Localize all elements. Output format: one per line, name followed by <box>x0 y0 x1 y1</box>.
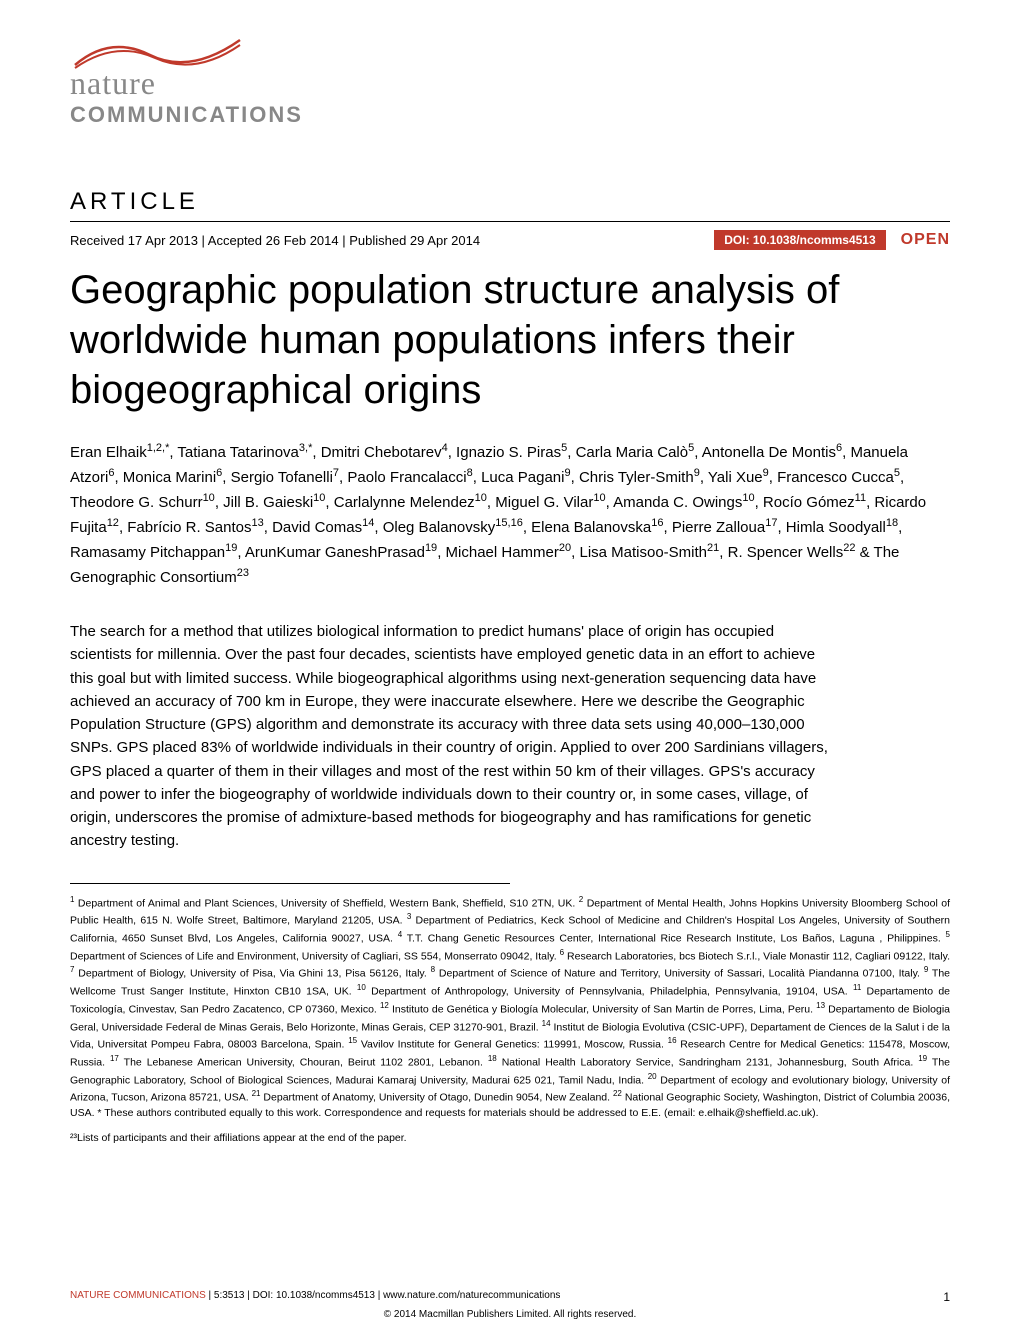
article-title: Geographic population structure analysis… <box>70 265 950 415</box>
citation-journal: NATURE COMMUNICATIONS <box>70 1290 206 1301</box>
journal-logo: nature COMMUNICATIONS <box>70 30 950 128</box>
divider-top <box>70 221 950 222</box>
citation-details: | 5:3513 | DOI: 10.1038/ncomms4513 | www… <box>206 1290 561 1301</box>
doi-badge: DOI: 10.1038/ncomms4513 <box>714 230 885 250</box>
logo-swoosh-icon <box>70 30 250 70</box>
dates-doi-row: Received 17 Apr 2013 | Accepted 26 Feb 2… <box>70 230 950 250</box>
affiliations-list: 1 Department of Animal and Plant Science… <box>70 894 950 1122</box>
divider-affiliations <box>70 883 510 884</box>
logo-nature-text: nature <box>70 65 950 102</box>
participants-note: ²³Lists of participants and their affili… <box>70 1131 950 1146</box>
publication-dates: Received 17 Apr 2013 | Accepted 26 Feb 2… <box>70 233 480 248</box>
logo-communications-text: COMMUNICATIONS <box>70 102 950 128</box>
open-access-badge: OPEN <box>901 231 950 249</box>
doi-open-container: DOI: 10.1038/ncomms4513 OPEN <box>714 230 950 250</box>
page-container: nature COMMUNICATIONS ARTICLE Received 1… <box>0 0 1020 1167</box>
abstract-text: The search for a method that utilizes bi… <box>70 620 950 853</box>
copyright-notice: © 2014 Macmillan Publishers Limited. All… <box>70 1309 950 1320</box>
page-number: 1 <box>943 1290 950 1304</box>
author-list: Eran Elhaik1,2,*, Tatiana Tatarinova3,*,… <box>70 440 950 590</box>
page-footer: NATURE COMMUNICATIONS | 5:3513 | DOI: 10… <box>70 1290 950 1320</box>
footer-citation: NATURE COMMUNICATIONS | 5:3513 | DOI: 10… <box>70 1290 950 1301</box>
article-type-label: ARTICLE <box>70 188 950 216</box>
